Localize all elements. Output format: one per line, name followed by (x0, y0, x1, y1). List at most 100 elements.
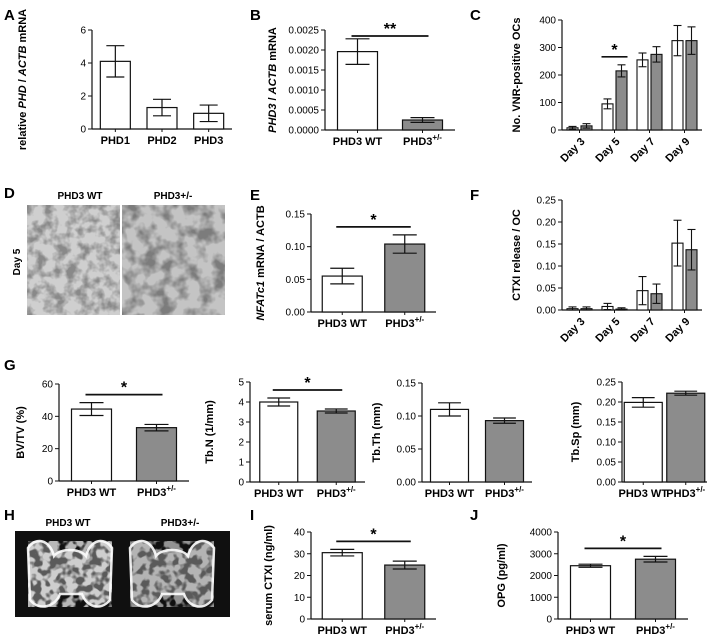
y-tick-label: 0.10 (537, 262, 557, 273)
category-label: PHD3 WT (67, 487, 117, 499)
y-tick-label: 2 (238, 438, 244, 449)
category-label: PHD3+/- (666, 485, 705, 500)
y-tick-label: 3 (238, 418, 244, 429)
y-axis-label-part: NFATc1 (255, 281, 267, 321)
y-tick-label: 0.05 (286, 275, 306, 286)
y-tick-label: 0.20 (597, 398, 617, 409)
panel-letter-h: H (4, 507, 15, 524)
chart-e: 0.00 0.05 0.10 0.15 NFATc1 mRNA / ACTB PHD3 W… (255, 205, 436, 330)
category-label: PHD3 WT (425, 488, 475, 500)
y-tick-label: 100 (539, 98, 556, 109)
y-axis-label: BV/TV (%) (15, 406, 27, 459)
panel-letter-a: A (4, 7, 15, 24)
category-label: PHD3+/- (385, 315, 424, 330)
y-axis-label: NFATc1 mRNA / ACTB (255, 205, 267, 320)
category-label-text: PHD3 (403, 136, 432, 148)
micrograph-side-label: Day 5 (12, 248, 23, 275)
y-tick-label: 0 (550, 126, 556, 137)
y-tick-label: 400 (539, 16, 556, 27)
y-tick-label: 60 (42, 380, 54, 391)
y-tick-label: 0 (299, 615, 305, 626)
y-tick-label: 40 (294, 528, 306, 539)
y-tick-label: 0.00 (597, 478, 617, 489)
bar (321, 552, 363, 620)
bar (384, 564, 426, 620)
significance-label: ** (384, 21, 397, 38)
category-label-superscript: +/- (346, 485, 356, 494)
bar (384, 243, 426, 313)
y-tick-label: 0.0020 (288, 46, 319, 57)
micrograph-title-het: PHD3+/- (154, 191, 193, 202)
y-tick-label: 0.10 (597, 438, 617, 449)
y-tick-label: 0.05 (597, 458, 617, 469)
y-tick-label: 0.0000 (288, 126, 319, 137)
y-tick-label: 0.0025 (288, 26, 319, 37)
y-tick-label: 200 (539, 71, 556, 82)
panel-letter-g: G (4, 357, 16, 374)
y-tick-label: 0.00 (286, 308, 306, 319)
category-label: PHD3+/- (317, 485, 356, 500)
chart-g2: 0 1 2 3 4 5 Tb.N (1/mm) PHD3 WT PHD3+/- * (204, 375, 365, 500)
bar (623, 401, 663, 483)
category-label: Day 7 (628, 136, 657, 165)
category-label: Day 5 (593, 316, 622, 345)
category-label: Day 3 (558, 316, 587, 345)
y-tick-label: 0.0015 (288, 66, 319, 77)
y-tick-label: 2 (80, 92, 86, 103)
y-tick-label: 0.00 (537, 306, 557, 317)
bar (569, 565, 612, 620)
y-tick-label: 40 (42, 412, 54, 423)
category-label-text: PHD3 (636, 625, 665, 637)
significance-label: * (121, 380, 128, 397)
category-label: PHD3 WT (333, 136, 383, 148)
bar (666, 392, 706, 483)
microct-title-wt: PHD3 WT (46, 518, 91, 529)
chart-j: 0 1000 2000 3000 4000 OPG (pg/ml) PHD3 WT PHD3+… (496, 528, 688, 637)
y-tick-label: 20 (294, 571, 306, 582)
category-label: PHD3 WT (619, 488, 669, 500)
y-tick-label: 0 (80, 125, 86, 136)
chart-a: 0 2 4 6 relative PHD / ACTB mRNA PHD1 PHD2 PHD3 (17, 9, 232, 150)
significance-label: * (620, 533, 627, 550)
y-tick-label: 0 (238, 478, 244, 489)
y-axis-label-part: mRNA / ACTB (255, 205, 267, 281)
y-tick-label: 0.15 (397, 379, 417, 390)
significance-label: * (304, 375, 311, 392)
category-label-superscript: +/- (415, 315, 425, 324)
bar (259, 401, 299, 483)
bone-wt (26, 539, 114, 608)
chart-f: 0.00 0.05 0.10 0.15 0.20 0.25 CTXI release / O… (511, 196, 702, 345)
significance-label: * (370, 212, 377, 229)
bar (135, 427, 178, 482)
category-label: Day 3 (558, 136, 587, 165)
y-axis-label: CTXI release / OC (511, 209, 523, 301)
y-tick-label: 0 (47, 477, 53, 488)
category-label: PHD3+/- (403, 133, 442, 148)
category-label: PHD3 WT (566, 625, 616, 637)
y-tick-label: 300 (539, 43, 556, 54)
category-label-text: PHD3 (385, 318, 414, 330)
panel-letter-f: F (470, 187, 479, 204)
panel-letter-c: C (470, 7, 481, 24)
y-tick-label: 0.25 (597, 378, 617, 389)
panel-letter-e: E (250, 187, 260, 204)
bar (316, 410, 356, 483)
y-axis-label: PHD3 / ACTB mRNA (267, 27, 279, 133)
y-axis-label: Tb.Th (mm) (371, 402, 383, 462)
y-tick-label: 4 (238, 398, 244, 409)
y-axis-label: Tb.Sp (mm) (570, 401, 582, 462)
category-label-superscript: +/- (696, 485, 706, 494)
panel-letter-i: I (250, 507, 254, 524)
category-label-text: PHD3 (485, 488, 514, 500)
microct-panel-h: PHD3 WT PHD3+/- (15, 518, 230, 617)
category-label-text: PHD3 (317, 488, 346, 500)
y-tick-label: 0.0010 (288, 86, 319, 97)
y-axis-label-part: / (267, 94, 279, 103)
y-axis-label: OPG (pg/ml) (496, 543, 508, 608)
y-tick-label: 0.00 (397, 478, 417, 489)
category-label: Day 7 (628, 316, 657, 345)
category-label: PHD3+/- (485, 485, 524, 500)
bone-het (128, 539, 216, 608)
category-label: PHD1 (101, 135, 130, 147)
